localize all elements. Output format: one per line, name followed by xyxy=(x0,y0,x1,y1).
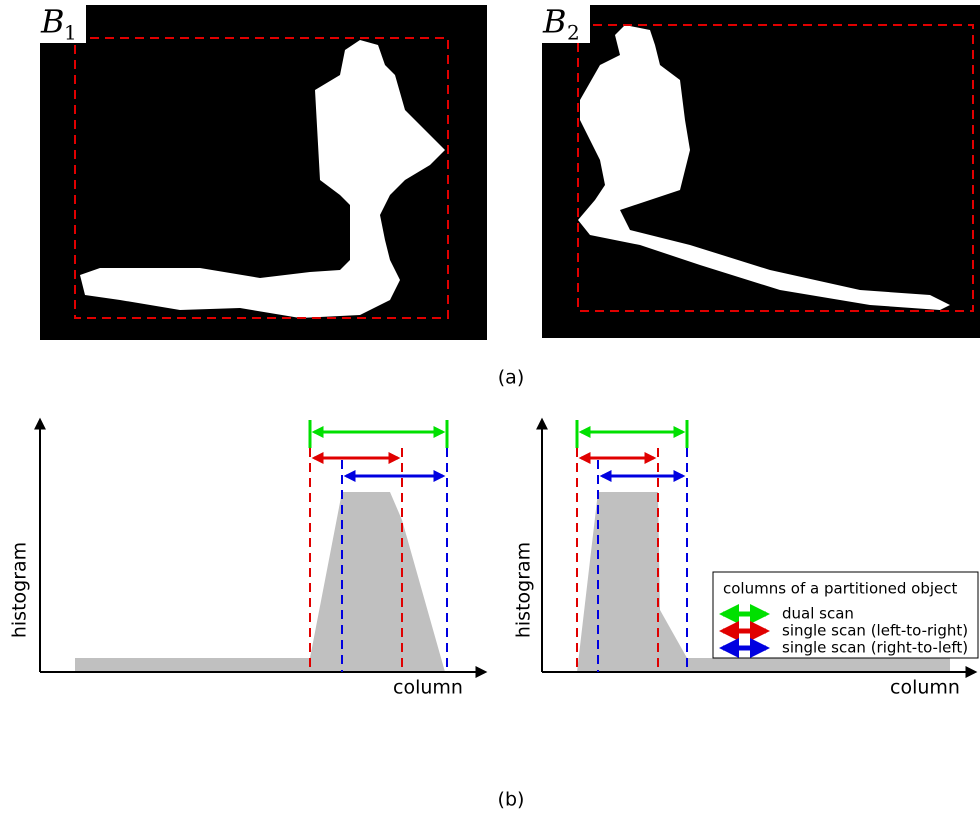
image-b1: B 1 xyxy=(38,3,487,341)
y-axis-label: histogram xyxy=(9,542,31,638)
image-subscript: 2 xyxy=(567,21,580,45)
image-letter: B xyxy=(40,3,65,41)
image-subscript: 1 xyxy=(64,21,77,45)
legend-entry: dual scan xyxy=(782,605,854,623)
caption: (a) xyxy=(498,367,524,389)
legend-entry: single scan (left-to-right) xyxy=(782,622,968,640)
image-letter: B xyxy=(542,3,567,41)
legend-title: columns of a partitioned object xyxy=(723,580,958,598)
figure: B 1 B 2 (a) histogram column histogram c… xyxy=(0,0,980,818)
x-axis-label: column xyxy=(890,677,960,699)
image-b2: B 2 xyxy=(540,3,980,339)
histogram-left: histogram column xyxy=(9,420,486,699)
legend: columns of a partitioned object dual sca… xyxy=(713,572,978,658)
x-axis-label: column xyxy=(393,677,463,699)
caption: (b) xyxy=(498,789,525,811)
y-axis-label: histogram xyxy=(513,542,535,638)
legend-entry: single scan (right-to-left) xyxy=(782,639,968,657)
